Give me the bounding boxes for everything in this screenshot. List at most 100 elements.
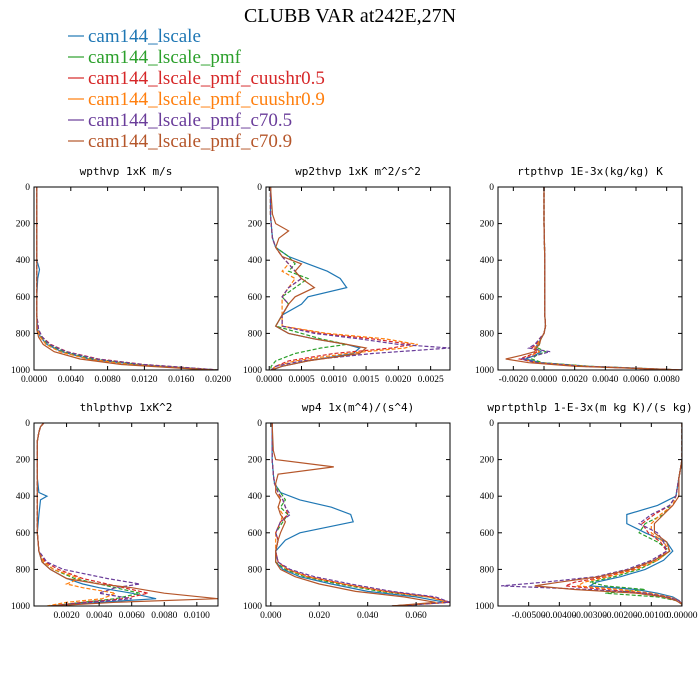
series-group bbox=[271, 423, 450, 606]
plot-frame bbox=[497, 186, 683, 371]
x-tick-label: 0.0100 bbox=[184, 611, 210, 621]
y-tick-label: 1000 bbox=[243, 366, 262, 376]
x-tick-label: 0.000 bbox=[260, 611, 282, 621]
y-tick-label: 400 bbox=[480, 256, 495, 266]
series-line bbox=[534, 423, 682, 606]
x-tick-label: 0.040 bbox=[357, 611, 379, 621]
legend-entry: cam144_lscale bbox=[88, 26, 201, 47]
panel-title: wp2thvp 1xK m^2/s^2 bbox=[295, 165, 421, 178]
series-line bbox=[36, 423, 218, 606]
x-tick-label: 0.060 bbox=[405, 611, 427, 621]
panel-3: rtpthvp 1E-3x(kg/kg) K 0 200 400 600 800 1000-… bbox=[475, 165, 683, 385]
y-tick-label: 1000 bbox=[475, 366, 494, 376]
series-line bbox=[36, 423, 157, 606]
panel-6: wprtpthlp 1-E-3x(m kg K)/(s kg) 0 200 400 60… bbox=[475, 401, 698, 621]
x-tick-label: 0.0160 bbox=[168, 375, 194, 385]
y-tick-label: 1000 bbox=[475, 602, 494, 612]
x-tick-label: 0.0080 bbox=[151, 611, 177, 621]
series-line bbox=[588, 423, 682, 606]
series-line bbox=[269, 187, 450, 370]
x-tick-label: -0.0020 bbox=[499, 375, 529, 385]
y-tick-label: 200 bbox=[480, 456, 495, 466]
y-tick-label: 0 bbox=[257, 419, 262, 429]
series-line bbox=[269, 187, 368, 370]
x-tick-label: 0.0015 bbox=[353, 375, 379, 385]
series-line bbox=[505, 187, 682, 370]
y-tick-label: 1000 bbox=[11, 366, 30, 376]
figure-title: CLUBB VAR at242E,27N bbox=[244, 5, 456, 27]
series-line bbox=[269, 187, 361, 370]
x-tick-label: 0.0020 bbox=[385, 375, 411, 385]
y-tick-label: 0 bbox=[25, 419, 30, 429]
panel-2: wp2thvp 1xK m^2/s^2020040060080010000.00… bbox=[243, 165, 451, 385]
y-tick-label: 400 bbox=[480, 492, 495, 502]
x-tick-label: 0.0000 bbox=[21, 375, 47, 385]
y-tick-label: 400 bbox=[16, 492, 31, 502]
x-tick-label: 0.00000 bbox=[667, 611, 698, 621]
x-tick-label: 0.0040 bbox=[58, 375, 84, 385]
series-line bbox=[36, 423, 140, 606]
series-line bbox=[520, 187, 682, 370]
x-tick-label: 0.0060 bbox=[119, 611, 145, 621]
y-tick-label: 600 bbox=[248, 529, 263, 539]
panel-title: rtpthvp 1E-3x(kg/kg) K bbox=[517, 165, 663, 178]
panel-title: wpthvp 1xK m/s bbox=[80, 165, 173, 178]
y-tick-label: 800 bbox=[16, 329, 31, 339]
series-group bbox=[269, 187, 450, 370]
series-line bbox=[530, 187, 682, 370]
y-tick-label: 600 bbox=[248, 293, 263, 303]
series-line bbox=[589, 423, 682, 606]
y-tick-label: 400 bbox=[16, 256, 31, 266]
series-line bbox=[271, 423, 450, 606]
x-tick-label: 0.0000 bbox=[256, 375, 282, 385]
series-group bbox=[36, 187, 218, 370]
legend-entry: cam144_lscale_pmf bbox=[88, 47, 242, 68]
series-group bbox=[36, 423, 218, 606]
series-line bbox=[36, 187, 218, 370]
x-tick-label: 0.0200 bbox=[205, 375, 231, 385]
y-tick-label: 0 bbox=[257, 183, 262, 193]
series-line bbox=[36, 187, 218, 370]
x-tick-label: 0.0080 bbox=[95, 375, 121, 385]
legend-entry: cam144_lscale_pmf_c70.9 bbox=[88, 131, 292, 152]
plot-frame bbox=[33, 422, 219, 607]
panel-title: wp4 1x(m^4)/(s^4) bbox=[302, 401, 415, 414]
x-tick-label: -0.00500 bbox=[512, 611, 546, 621]
y-tick-label: 600 bbox=[480, 529, 495, 539]
x-tick-label: 0.020 bbox=[309, 611, 331, 621]
x-tick-label: 0.0005 bbox=[288, 375, 314, 385]
x-tick-label: 0.0060 bbox=[623, 375, 649, 385]
panel-4: thlpthvp 1xK^2 0 200 400 600 800 1000 0.0020 0.0… bbox=[11, 401, 219, 621]
x-tick-label: -0.00400 bbox=[542, 611, 576, 621]
y-tick-label: 200 bbox=[16, 456, 31, 466]
y-tick-label: 0 bbox=[489, 183, 494, 193]
plot-frame bbox=[265, 422, 451, 607]
y-tick-label: 0 bbox=[25, 183, 30, 193]
y-tick-label: 1000 bbox=[11, 602, 30, 612]
series-line bbox=[271, 423, 436, 606]
x-tick-label: 0.0020 bbox=[54, 611, 80, 621]
series-line bbox=[271, 423, 450, 606]
x-tick-label: 0.0020 bbox=[562, 375, 588, 385]
y-tick-label: 400 bbox=[248, 492, 263, 502]
series-line bbox=[36, 187, 218, 370]
y-tick-label: 200 bbox=[16, 220, 31, 230]
series-line bbox=[36, 187, 218, 370]
y-tick-label: 800 bbox=[248, 565, 263, 575]
legend-entry: cam144_lscale_pmf_c70.5 bbox=[88, 110, 292, 131]
y-tick-label: 200 bbox=[480, 220, 495, 230]
series-line bbox=[271, 423, 446, 606]
series-group bbox=[501, 423, 682, 606]
y-tick-label: 200 bbox=[248, 456, 263, 466]
x-tick-label: -0.00100 bbox=[634, 611, 668, 621]
x-tick-label: 0.0080 bbox=[654, 375, 680, 385]
series-group bbox=[505, 187, 682, 370]
y-tick-label: 800 bbox=[480, 329, 495, 339]
legend-entry: cam144_lscale_pmf_cuushr0.9 bbox=[88, 89, 325, 110]
y-tick-label: 800 bbox=[16, 565, 31, 575]
y-tick-label: 800 bbox=[248, 329, 263, 339]
y-tick-label: 600 bbox=[16, 293, 31, 303]
